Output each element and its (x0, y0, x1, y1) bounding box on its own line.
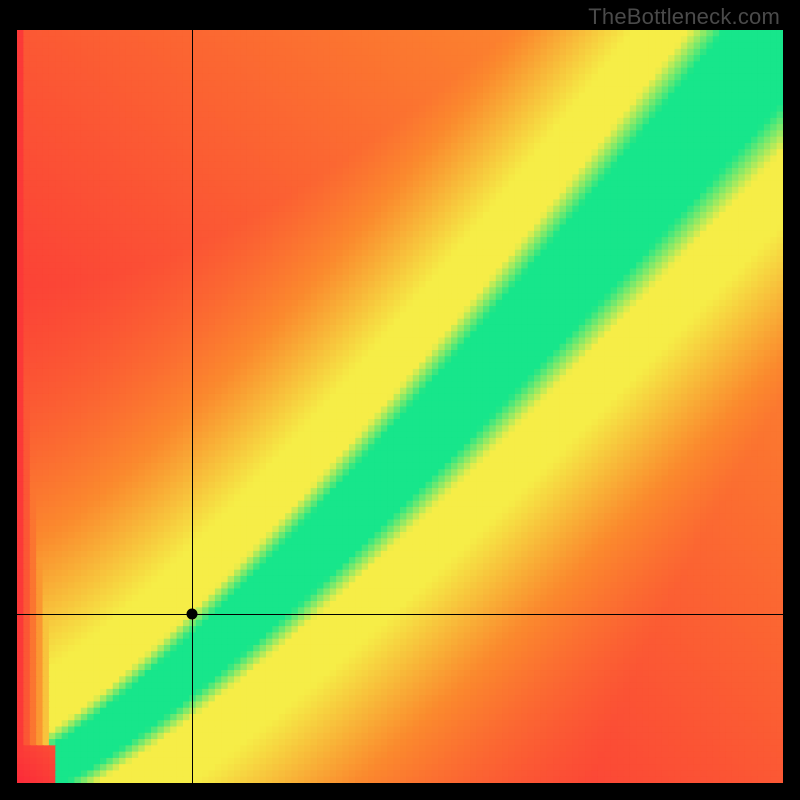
heatmap-plot (17, 30, 783, 783)
heatmap-canvas (17, 30, 783, 783)
crosshair-vertical (192, 30, 193, 783)
watermark-text: TheBottleneck.com (588, 4, 780, 30)
crosshair-marker-dot (186, 608, 197, 619)
crosshair-horizontal (17, 614, 783, 615)
